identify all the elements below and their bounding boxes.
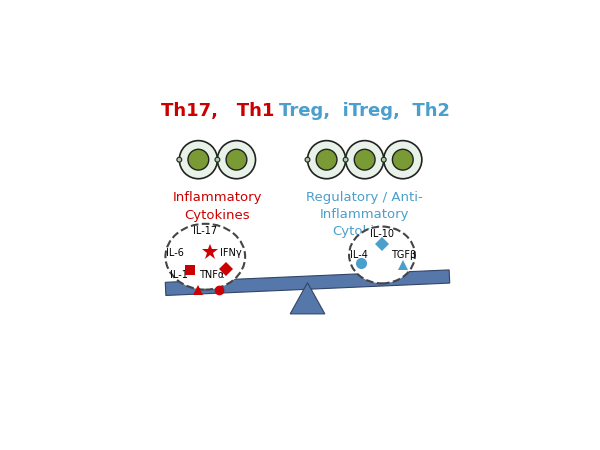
Polygon shape xyxy=(290,283,325,314)
Circle shape xyxy=(215,157,220,162)
Circle shape xyxy=(177,157,182,162)
Circle shape xyxy=(217,140,256,179)
Ellipse shape xyxy=(349,226,415,284)
Text: TNFα: TNFα xyxy=(199,270,224,280)
Circle shape xyxy=(316,149,337,170)
Circle shape xyxy=(188,149,209,170)
Text: IL-4: IL-4 xyxy=(350,250,368,260)
Ellipse shape xyxy=(166,224,245,290)
Text: IFNγ: IFNγ xyxy=(220,248,241,258)
Polygon shape xyxy=(165,270,450,296)
Circle shape xyxy=(382,157,386,162)
Text: Th17,   Th1: Th17, Th1 xyxy=(161,102,274,120)
Text: IL-1: IL-1 xyxy=(170,270,188,280)
Circle shape xyxy=(384,140,422,179)
Circle shape xyxy=(346,140,384,179)
Text: TGFβ: TGFβ xyxy=(391,250,416,260)
Circle shape xyxy=(308,140,346,179)
Circle shape xyxy=(179,140,217,179)
Text: Treg,  iTreg,  Th2: Treg, iTreg, Th2 xyxy=(279,102,450,120)
Text: Inflammatory
Cytokines: Inflammatory Cytokines xyxy=(173,191,262,222)
Text: IL-6: IL-6 xyxy=(166,248,184,258)
Circle shape xyxy=(305,157,310,162)
Circle shape xyxy=(343,157,348,162)
Circle shape xyxy=(226,149,247,170)
Circle shape xyxy=(392,149,413,170)
Text: Regulatory / Anti-
Inflammatory
Cytokines: Regulatory / Anti- Inflammatory Cytokine… xyxy=(306,191,423,238)
Text: IL-10: IL-10 xyxy=(370,229,394,239)
Circle shape xyxy=(354,149,375,170)
Text: IL-17: IL-17 xyxy=(193,226,217,236)
